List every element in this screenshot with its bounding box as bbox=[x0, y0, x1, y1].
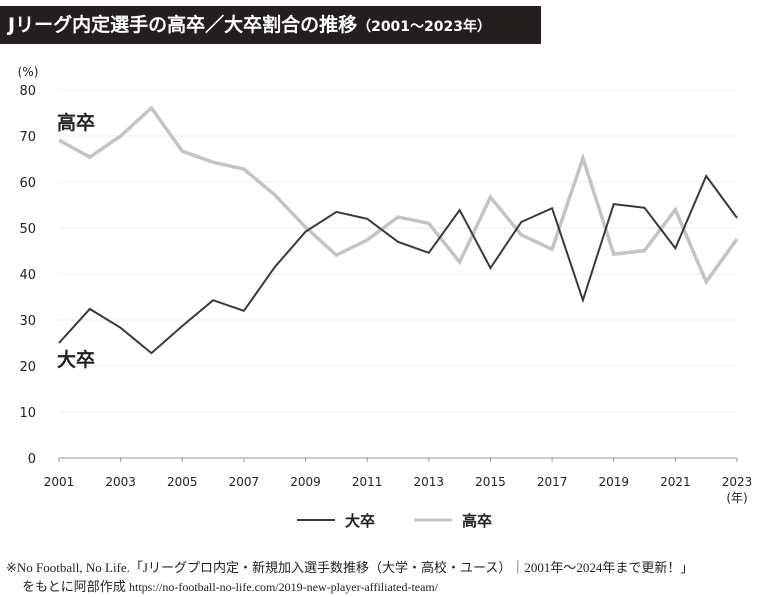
series-label-kousotsu: 高卒 bbox=[57, 111, 95, 134]
y-tick-label: 20 bbox=[19, 360, 36, 375]
x-tick-label: 2007 bbox=[229, 475, 260, 489]
x-tick-label: 2023 bbox=[722, 475, 753, 489]
title-text: Jリーグ内定選手の高卒／大卒割合の推移 bbox=[8, 14, 358, 36]
x-tick-label: 2015 bbox=[475, 475, 506, 489]
x-tick-label: 2019 bbox=[598, 475, 629, 489]
y-tick-label: 40 bbox=[19, 268, 36, 283]
y-tick-label: 50 bbox=[19, 222, 36, 237]
x-tick-label: 2001 bbox=[44, 475, 75, 489]
chart-title: Jリーグ内定選手の高卒／大卒割合の推移（2001〜2023年） bbox=[0, 6, 541, 44]
x-tick-label: 2009 bbox=[290, 475, 321, 489]
y-tick-label: 0 bbox=[28, 452, 36, 467]
x-tick-label: 2011 bbox=[352, 475, 383, 489]
y-axis-unit: (%) bbox=[18, 65, 39, 79]
footnote-line1: ※No Football, No Life.「Jリーグプロ内定・新規加入選手数推… bbox=[6, 560, 694, 575]
footnote-credit: をもとに阿部作成 bbox=[22, 579, 126, 594]
x-tick-label: 2005 bbox=[167, 475, 198, 489]
title-period: （2001〜2023年） bbox=[357, 19, 492, 35]
series-label-daisotsu: 大卒 bbox=[57, 348, 95, 371]
legend-label: 高卒 bbox=[462, 512, 492, 530]
x-tick-label: 2017 bbox=[537, 475, 568, 489]
footnote-line2: をもとに阿部作成 https://no-football-no-life.com… bbox=[22, 576, 438, 595]
series-line-daisotsu bbox=[58, 174, 738, 355]
y-tick-label: 80 bbox=[19, 84, 36, 99]
y-tick-label: 10 bbox=[19, 406, 36, 421]
x-tick-label: 2003 bbox=[105, 475, 136, 489]
footnote-url[interactable]: https://no-football-no-life.com/2019-new… bbox=[129, 580, 439, 594]
x-tick-label: 2013 bbox=[414, 475, 445, 489]
y-tick-label: 30 bbox=[19, 314, 36, 329]
legend-label: 大卒 bbox=[345, 512, 375, 530]
y-tick-label: 70 bbox=[19, 130, 36, 145]
x-tick-label: 2021 bbox=[660, 475, 691, 489]
x-axis-unit: (年) bbox=[726, 491, 747, 505]
y-tick-label: 60 bbox=[19, 176, 36, 191]
series-line-kousotsu bbox=[58, 105, 739, 286]
